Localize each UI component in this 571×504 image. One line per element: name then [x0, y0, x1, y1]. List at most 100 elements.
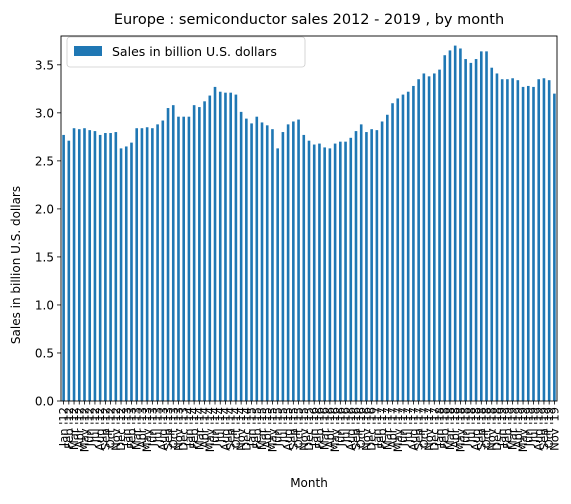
bar	[218, 91, 222, 402]
x-tick-label: Dec '16	[365, 407, 379, 451]
bar	[333, 143, 337, 401]
y-tick-label: 2.5	[35, 154, 54, 168]
bar	[213, 86, 217, 401]
bar	[104, 133, 107, 401]
x-tick-label: May '16	[328, 407, 342, 452]
y-tick-label: 1.5	[35, 250, 54, 264]
x-tick-label: Apr '17	[386, 407, 400, 448]
bar	[307, 140, 311, 401]
bar	[500, 79, 504, 401]
bar	[370, 129, 373, 401]
x-tick-label: Mar '13	[130, 407, 144, 450]
x-tick-label: Nov '15	[297, 407, 311, 451]
bar	[485, 51, 488, 402]
x-tick-label: Jun '19	[521, 407, 535, 447]
x-tick-label: Feb '16	[312, 407, 326, 449]
x-tick-label: May '13	[140, 407, 154, 452]
bar	[401, 94, 405, 401]
bar	[151, 128, 154, 402]
bar	[260, 122, 264, 402]
bar	[506, 79, 509, 401]
bar	[469, 62, 473, 401]
bar	[553, 93, 556, 401]
x-tick-label: Feb '12	[62, 407, 76, 449]
bar	[224, 92, 227, 401]
x-tick-label: Sep '15	[286, 407, 300, 450]
bar	[297, 119, 300, 401]
x-tick-label: Apr '19	[511, 407, 525, 448]
bar	[453, 45, 457, 402]
y-tick-label: 3.0	[35, 106, 54, 120]
x-tick-label: Aug '17	[406, 407, 420, 451]
x-tick-label: Oct '14	[229, 407, 243, 448]
x-tick-label: Jun '13	[145, 407, 159, 447]
x-tick-label: Jan '15	[245, 407, 259, 447]
x-tick-label: Jun '18	[459, 407, 473, 447]
x-tick-label: Jul '19	[527, 407, 541, 443]
bar	[359, 124, 363, 402]
bar	[537, 79, 541, 401]
x-tick-label: Jul '13	[151, 407, 165, 443]
bar	[124, 146, 128, 401]
x-tick-label: Aug '13	[156, 407, 170, 451]
x-tick-label: Sep '18	[474, 407, 488, 450]
bar	[114, 132, 118, 402]
bar	[93, 131, 97, 401]
bar	[474, 59, 478, 401]
x-tick-label: Jun '16	[333, 407, 347, 447]
x-tick-label: Dec '13	[177, 407, 191, 451]
bar	[328, 148, 332, 401]
x-tick-label: Feb '13	[124, 407, 138, 449]
y-axis-label: Sales in billion U.S. dollars	[9, 186, 23, 344]
x-tick-label: Dec '17	[427, 407, 441, 451]
x-tick-label: May '14	[203, 407, 217, 452]
bar	[250, 123, 253, 401]
bar	[318, 143, 321, 401]
bar	[239, 111, 243, 401]
x-tick-label: Jan '13	[119, 407, 133, 447]
bar	[135, 128, 139, 402]
x-tick-label: Jan '18	[433, 407, 447, 447]
x-tick-label: Dec '12	[114, 407, 128, 451]
x-tick-label: Feb '14	[187, 407, 201, 449]
bar	[433, 73, 436, 402]
bar	[119, 148, 123, 401]
x-tick-label: Mar '18	[443, 407, 457, 450]
bars-group	[62, 45, 556, 402]
x-tick-label: May '15	[265, 407, 279, 452]
y-tick-label: 0.5	[35, 346, 54, 360]
x-tick-label: Mar '15	[255, 407, 269, 450]
bar	[490, 67, 494, 402]
x-tick-label: Dec '18	[490, 407, 504, 451]
bar	[448, 50, 452, 401]
x-tick-label: Oct '17	[417, 407, 431, 448]
x-tick-label: Oct '15	[292, 407, 306, 448]
x-tick-label: Dec '14	[239, 407, 253, 451]
bar	[323, 147, 326, 401]
x-axis-label: Month	[290, 476, 328, 490]
bar	[427, 76, 431, 401]
x-tick-label: Oct '19	[542, 407, 556, 448]
plot-frame	[60, 35, 558, 402]
bar	[72, 128, 76, 402]
bar	[412, 85, 415, 402]
bar	[464, 59, 467, 401]
bar	[109, 133, 112, 401]
bar	[98, 134, 102, 401]
x-tick-label: Jul '15	[276, 407, 290, 443]
bar	[396, 98, 400, 402]
bar	[130, 142, 133, 402]
bar	[83, 128, 86, 402]
bar	[532, 86, 535, 401]
x-tick-label: Sep '14	[224, 407, 238, 450]
bar	[391, 103, 394, 401]
bar	[516, 80, 520, 402]
x-tick-label: Apr '18	[448, 407, 462, 448]
x-tick-label: Apr '13	[135, 407, 149, 448]
x-tick-label: Mar '19	[506, 407, 520, 450]
x-tick-label: Jun '12	[83, 407, 97, 447]
bar	[276, 148, 279, 401]
bar	[386, 114, 389, 402]
